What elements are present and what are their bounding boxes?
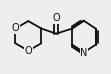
Text: O: O xyxy=(12,23,19,34)
Text: O: O xyxy=(25,46,32,56)
Text: O: O xyxy=(52,13,60,23)
Text: N: N xyxy=(80,48,87,58)
